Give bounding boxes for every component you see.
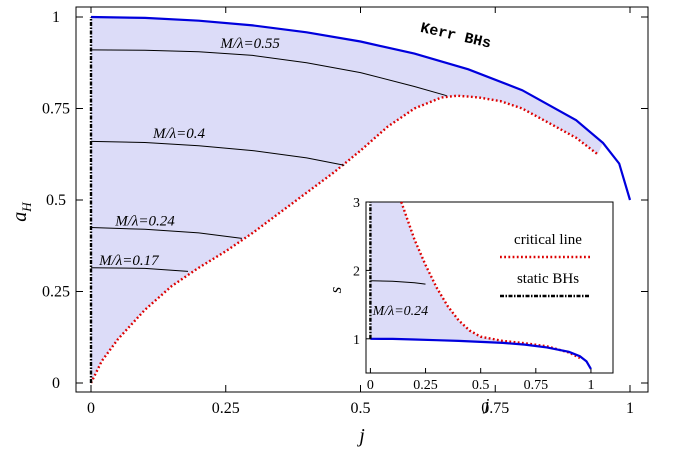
inset-y-tick-label: 2	[353, 264, 360, 279]
inset-y-axis-label: s	[326, 286, 345, 293]
series-m-0-17	[90, 267, 189, 272]
inset-y-tick-label: 3	[353, 196, 360, 211]
inset-series-kerr-bhs	[370, 337, 592, 370]
legend-label-critical-line: critical line	[514, 232, 582, 248]
series-m-0-4	[90, 140, 345, 166]
y-tick-label: 0.25	[42, 284, 70, 301]
x-axis-label: j	[356, 425, 365, 447]
curve-label-m-0-55: M/λ=0.55	[219, 36, 280, 52]
y-tick-label: 1	[52, 9, 60, 26]
inset-curve-label-m-0-24: M/λ=0.24	[372, 304, 429, 319]
inset-x-tick-label: 0.75	[524, 378, 549, 393]
inset-x-tick-label: 0.5	[472, 378, 490, 393]
series-critical-line	[89, 94, 599, 384]
inset-plot: 0 0.25 0.5 0.75 1 1 2 3 j s M/λ=0.24 critical line s…	[326, 196, 614, 414]
x-tick-label: 1	[626, 400, 634, 417]
series-kerr-bhs	[90, 15, 632, 201]
y-axis-label: aH	[9, 202, 34, 222]
inset-x-axis-label: j	[483, 395, 490, 414]
inset-frame	[365, 201, 614, 374]
domain-of-existence-fill	[91, 17, 603, 383]
x-tick-label: 0.75	[481, 400, 509, 417]
x-tick-label: 0.5	[351, 400, 371, 417]
series-m-0-55	[90, 49, 447, 97]
inset-y-tick-label: 1	[353, 333, 360, 348]
x-tick-label: 0	[87, 400, 95, 417]
inset-series-critical-line	[400, 201, 581, 360]
x-tick-label: 0.25	[212, 400, 240, 417]
series-m-0-24	[90, 227, 242, 239]
curve-label-m-0-24: M/λ=0.24	[114, 214, 175, 230]
curve-label-m-0-4: M/λ=0.4	[152, 126, 206, 142]
y-tick-label: 0	[52, 375, 60, 392]
inset-domain-fill	[370, 202, 580, 358]
y-tick-label: 0.5	[46, 192, 66, 209]
inset-series-m-0-24	[370, 280, 426, 285]
inset-x-tick-label: 0	[367, 378, 374, 393]
inset-x-tick-label: 0.25	[413, 378, 438, 393]
kerr-bhs-label: Kerr BHs	[419, 20, 493, 53]
y-tick-label: 0.75	[42, 101, 70, 118]
legend-label-static-bhs: static BHs	[517, 271, 579, 287]
inset-x-tick-label: 1	[587, 378, 594, 393]
curve-label-m-0-17: M/λ=0.17	[98, 253, 160, 269]
